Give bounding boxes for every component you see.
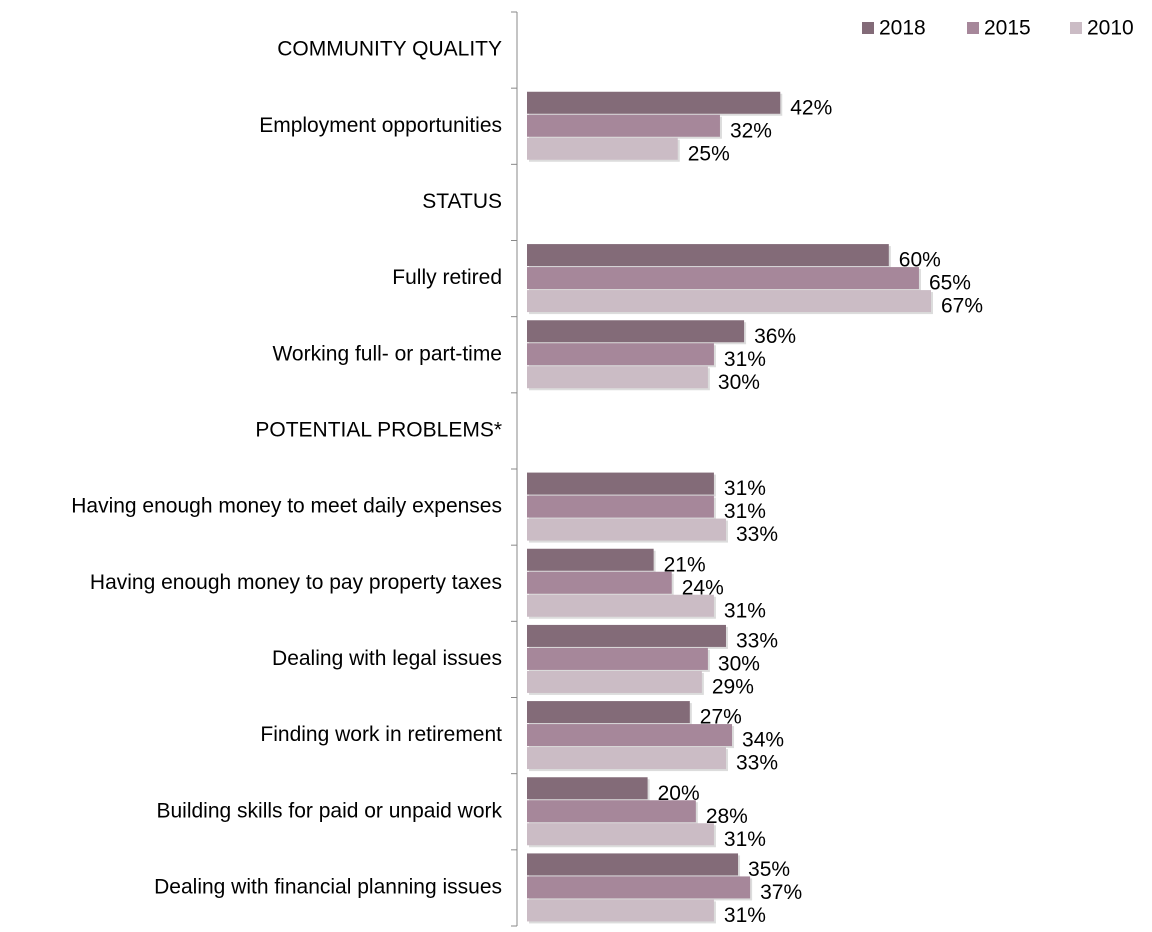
data-label: 31% bbox=[724, 904, 766, 927]
category-label: Building skills for paid or unpaid work bbox=[156, 799, 502, 822]
category-label: Fully retired bbox=[392, 266, 502, 289]
bar bbox=[527, 267, 919, 290]
legend-swatch bbox=[1070, 22, 1082, 34]
bar bbox=[527, 747, 726, 770]
data-label: 67% bbox=[941, 295, 983, 318]
data-label: 24% bbox=[682, 576, 724, 599]
data-label: 37% bbox=[760, 881, 802, 904]
category-label: POTENTIAL PROBLEMS* bbox=[255, 418, 502, 441]
category-label: Finding work in retirement bbox=[260, 723, 502, 746]
bar bbox=[527, 899, 714, 922]
bar bbox=[527, 343, 714, 366]
legend-swatch bbox=[862, 22, 874, 34]
data-label: 31% bbox=[724, 828, 766, 851]
bar bbox=[527, 853, 739, 876]
data-label: 28% bbox=[706, 805, 748, 828]
category-label: STATUS bbox=[422, 190, 502, 213]
bar bbox=[527, 647, 708, 670]
data-label: 30% bbox=[718, 371, 760, 394]
bar bbox=[527, 495, 714, 518]
data-label: 27% bbox=[700, 706, 742, 729]
bar bbox=[527, 518, 726, 541]
bar bbox=[527, 777, 648, 800]
data-label: 34% bbox=[742, 729, 784, 752]
bar bbox=[527, 137, 678, 160]
data-label: 36% bbox=[754, 325, 796, 348]
category-label: Having enough money to pay property taxe… bbox=[90, 571, 502, 594]
bar bbox=[527, 701, 690, 724]
bar bbox=[527, 366, 708, 389]
data-label: 30% bbox=[718, 652, 760, 675]
bar bbox=[527, 290, 932, 313]
data-label: 32% bbox=[730, 119, 772, 142]
bar bbox=[527, 571, 672, 594]
data-label: 42% bbox=[790, 96, 832, 119]
data-label: 31% bbox=[724, 599, 766, 622]
bar bbox=[527, 876, 751, 899]
category-label: Having enough money to meet daily expens… bbox=[71, 495, 502, 518]
category-label: COMMUNITY QUALITY bbox=[277, 38, 502, 61]
bar bbox=[527, 244, 889, 267]
bar bbox=[527, 472, 714, 495]
data-label: 29% bbox=[712, 675, 754, 698]
category-label: Dealing with legal issues bbox=[272, 647, 502, 670]
legend-label: 2015 bbox=[984, 17, 1031, 40]
data-label: 60% bbox=[899, 249, 941, 272]
category-label: Working full- or part-time bbox=[272, 342, 502, 365]
data-label: 65% bbox=[929, 272, 971, 295]
data-label: 35% bbox=[748, 858, 790, 881]
bar bbox=[527, 624, 726, 647]
bar bbox=[527, 800, 696, 823]
category-label: Employment opportunities bbox=[259, 114, 502, 137]
legend-label: 2018 bbox=[879, 17, 926, 40]
bar bbox=[527, 823, 714, 846]
data-label: 33% bbox=[736, 752, 778, 775]
data-label: 21% bbox=[664, 553, 706, 576]
category-label: Dealing with financial planning issues bbox=[154, 875, 502, 898]
legend-swatch bbox=[967, 22, 979, 34]
data-label: 33% bbox=[736, 629, 778, 652]
bar bbox=[527, 670, 702, 693]
bar bbox=[527, 91, 781, 114]
bar bbox=[527, 548, 654, 571]
data-label: 20% bbox=[658, 782, 700, 805]
bar bbox=[527, 320, 745, 343]
bar bbox=[527, 594, 714, 617]
bar bbox=[527, 114, 720, 137]
data-label: 33% bbox=[736, 523, 778, 546]
bar bbox=[527, 724, 733, 747]
data-label: 31% bbox=[724, 477, 766, 500]
legend-label: 2010 bbox=[1087, 17, 1134, 40]
data-label: 31% bbox=[724, 348, 766, 371]
data-label: 31% bbox=[724, 500, 766, 523]
data-label: 25% bbox=[688, 142, 730, 165]
